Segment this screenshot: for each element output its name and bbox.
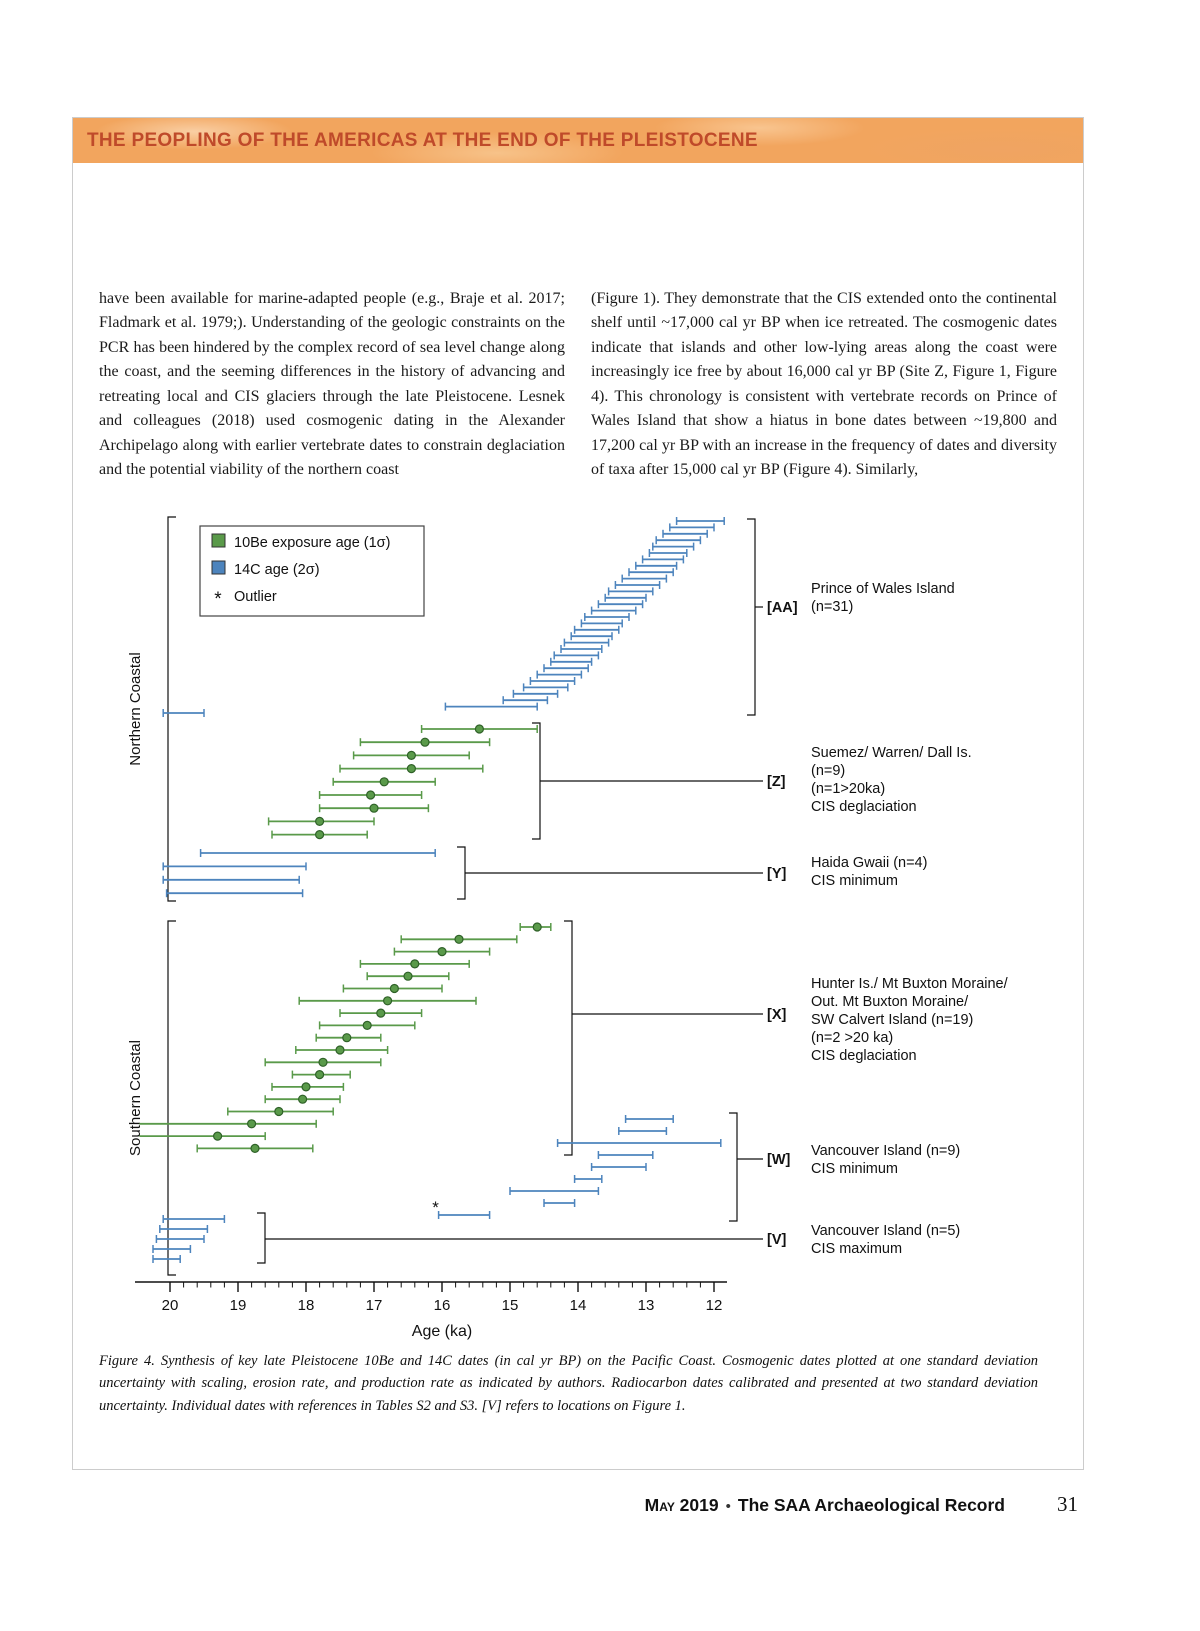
body-text: have been available for marine-adapted p…	[73, 287, 1083, 483]
svg-text:Prince of Wales Island: Prince of Wales Island	[811, 581, 955, 597]
svg-text:Age (ka): Age (ka)	[412, 1323, 472, 1340]
banner-title: THE PEOPLING OF THE AMERICAS AT THE END …	[87, 129, 758, 151]
svg-text:Hunter Is./ Mt Buxton Moraine/: Hunter Is./ Mt Buxton Moraine/	[811, 976, 1009, 992]
header-banner: THE PEOPLING OF THE AMERICAS AT THE END …	[73, 118, 1083, 163]
svg-text:14C age (2σ): 14C age (2σ)	[234, 562, 320, 578]
svg-text:17: 17	[366, 1297, 383, 1314]
svg-text:CIS minimum: CIS minimum	[811, 1161, 898, 1177]
svg-text:12: 12	[706, 1297, 723, 1314]
article-page: THE PEOPLING OF THE AMERICAS AT THE END …	[72, 117, 1084, 1470]
svg-text:[V]: [V]	[767, 1232, 787, 1248]
svg-text:14: 14	[570, 1297, 587, 1314]
svg-text:13: 13	[638, 1297, 655, 1314]
svg-text:Haida Gwaii (n=4): Haida Gwaii (n=4)	[811, 855, 927, 871]
svg-text:16: 16	[434, 1297, 451, 1314]
svg-text:10Be exposure age (1σ): 10Be exposure age (1σ)	[234, 535, 390, 551]
svg-text:Suemez/ Warren/ Dall Is.: Suemez/ Warren/ Dall Is.	[811, 745, 972, 761]
svg-text:CIS deglaciation: CIS deglaciation	[811, 1048, 917, 1064]
svg-text:*: *	[214, 589, 222, 610]
svg-text:[Z]: [Z]	[767, 774, 786, 790]
svg-text:CIS minimum: CIS minimum	[811, 873, 898, 889]
footer-issue: May 2019	[644, 1495, 719, 1515]
svg-text:[Y]: [Y]	[767, 866, 787, 882]
figure-4: 20 19 18 17 16 15 14 13 12 Age (ka) Northern Coast…	[73, 509, 1083, 1417]
svg-text:Northern Coastal: Northern Coastal	[127, 652, 144, 765]
svg-text:Vancouver Island (n=5): Vancouver Island (n=5)	[811, 1223, 960, 1239]
svg-text:*: *	[432, 1198, 439, 1217]
svg-text:[X]: [X]	[767, 1007, 787, 1023]
body-column-right: (Figure 1). They demonstrate that the CI…	[591, 290, 1057, 479]
figure-4-chart: 20 19 18 17 16 15 14 13 12 Age (ka) Northern Coast…	[127, 516, 1009, 1340]
svg-text:[AA]: [AA]	[767, 600, 798, 616]
figure-4-caption: Figure 4. Synthesis of key late Pleistoc…	[99, 1352, 1038, 1414]
svg-text:[W]: [W]	[767, 1152, 791, 1168]
page-number: 31	[1057, 1492, 1078, 1516]
svg-text:18: 18	[298, 1297, 315, 1314]
page-footer: May 2019 • The SAA Archaeological Record…	[0, 1492, 1200, 1517]
svg-text:(n=1>20ka): (n=1>20ka)	[811, 781, 885, 797]
svg-text:(n=9): (n=9)	[811, 763, 845, 779]
svg-text:15: 15	[502, 1297, 519, 1314]
svg-text:Southern Coastal: Southern Coastal	[127, 1040, 144, 1156]
svg-text:20: 20	[162, 1297, 179, 1314]
svg-text:SW Calvert Island (n=19): SW Calvert Island (n=19)	[811, 1012, 973, 1028]
svg-text:Outlier: Outlier	[234, 589, 277, 605]
svg-text:CIS maximum: CIS maximum	[811, 1241, 902, 1257]
svg-text:CIS deglaciation: CIS deglaciation	[811, 799, 917, 815]
svg-text:Vancouver Island (n=9): Vancouver Island (n=9)	[811, 1143, 960, 1159]
footer-journal-title: The SAA Archaeological Record	[737, 1495, 1005, 1515]
svg-text:(n=2 >20 ka): (n=2 >20 ka)	[811, 1030, 893, 1046]
svg-text:Out. Mt Buxton Moraine/: Out. Mt Buxton Moraine/	[811, 994, 969, 1010]
footer-bullet-separator: •	[725, 1498, 731, 1515]
body-column-left: have been available for marine-adapted p…	[99, 290, 565, 479]
svg-text:(n=31): (n=31)	[811, 599, 853, 615]
svg-text:19: 19	[230, 1297, 247, 1314]
